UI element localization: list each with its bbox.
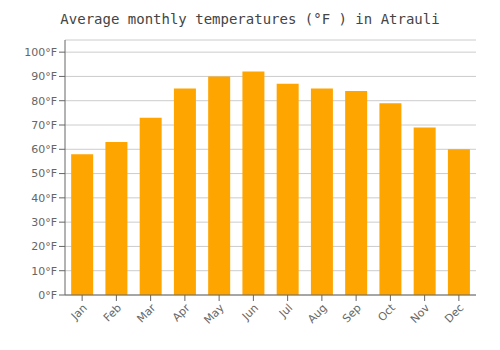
svg-text:30°F: 30°F [31,216,57,229]
svg-text:Jul: Jul [276,301,295,320]
svg-text:Dec: Dec [442,301,466,325]
svg-text:Jan: Jan [68,301,90,323]
svg-text:70°F: 70°F [31,119,57,132]
svg-text:Mar: Mar [134,301,158,325]
svg-text:60°F: 60°F [31,143,57,156]
svg-text:Jun: Jun [239,301,261,323]
svg-text:Aug: Aug [305,301,329,325]
svg-text:100°F: 100°F [24,46,57,59]
svg-text:May: May [201,301,227,327]
html-text:Average monthly temperatures (: Average monthly temperatures (°F ) in At… [60,11,440,27]
svg-text:Oct: Oct [375,301,398,324]
svg-text:Feb: Feb [101,301,124,324]
svg-text:40°F: 40°F [31,192,57,205]
svg-text:50°F: 50°F [31,167,57,180]
svg-text:Sep: Sep [340,301,364,325]
svg-text:Nov: Nov [408,301,433,326]
svg-text:90°F: 90°F [31,70,57,83]
svg-text:80°F: 80°F [31,95,57,108]
svg-text:20°F: 20°F [31,240,57,253]
svg-text:0°F: 0°F [38,289,57,302]
svg-text:Apr: Apr [170,301,193,324]
svg-text:10°F: 10°F [31,265,57,278]
